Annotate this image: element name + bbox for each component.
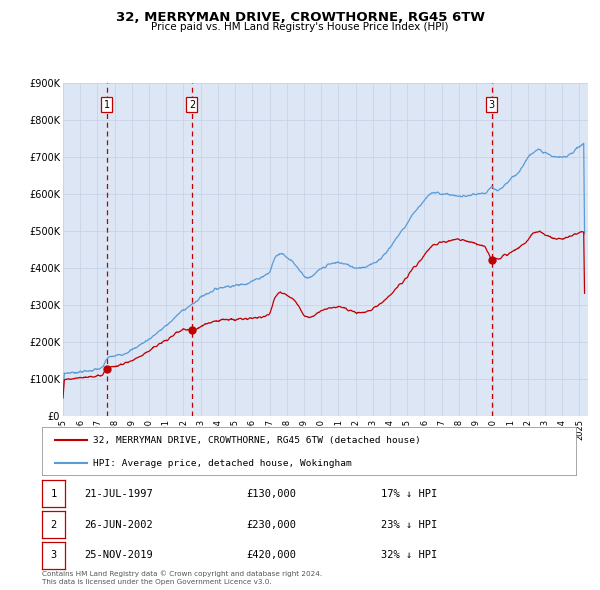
Text: 32, MERRYMAN DRIVE, CROWTHORNE, RG45 6TW: 32, MERRYMAN DRIVE, CROWTHORNE, RG45 6TW (115, 11, 485, 24)
Text: 25-NOV-2019: 25-NOV-2019 (84, 550, 153, 560)
Text: 23% ↓ HPI: 23% ↓ HPI (381, 520, 437, 529)
Text: 1: 1 (104, 100, 110, 110)
Text: 32% ↓ HPI: 32% ↓ HPI (381, 550, 437, 560)
Text: 3: 3 (488, 100, 494, 110)
Text: 21-JUL-1997: 21-JUL-1997 (84, 489, 153, 499)
Text: 2: 2 (50, 520, 56, 529)
Text: 26-JUN-2002: 26-JUN-2002 (84, 520, 153, 529)
Text: 1: 1 (50, 489, 56, 499)
Text: £230,000: £230,000 (246, 520, 296, 529)
Text: £420,000: £420,000 (246, 550, 296, 560)
Text: Contains HM Land Registry data © Crown copyright and database right 2024.: Contains HM Land Registry data © Crown c… (42, 571, 322, 577)
Text: HPI: Average price, detached house, Wokingham: HPI: Average price, detached house, Woki… (93, 459, 352, 468)
Text: 32, MERRYMAN DRIVE, CROWTHORNE, RG45 6TW (detached house): 32, MERRYMAN DRIVE, CROWTHORNE, RG45 6TW… (93, 435, 421, 445)
Text: 17% ↓ HPI: 17% ↓ HPI (381, 489, 437, 499)
Text: 3: 3 (50, 550, 56, 560)
Text: 2: 2 (189, 100, 195, 110)
Text: This data is licensed under the Open Government Licence v3.0.: This data is licensed under the Open Gov… (42, 579, 272, 585)
Text: Price paid vs. HM Land Registry's House Price Index (HPI): Price paid vs. HM Land Registry's House … (151, 22, 449, 32)
Text: £130,000: £130,000 (246, 489, 296, 499)
